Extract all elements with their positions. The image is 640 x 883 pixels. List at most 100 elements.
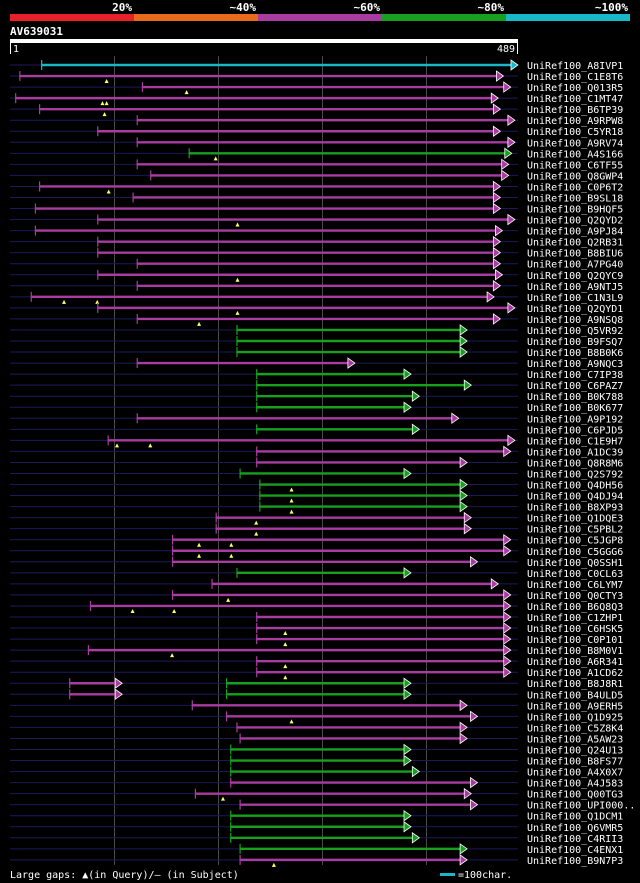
- hit-row[interactable]: UniRef100_Q1D925: [10, 710, 623, 724]
- hit-label[interactable]: UniRef100_UPI000..: [527, 801, 635, 812]
- hit-row[interactable]: UniRef100_B6TP39: [10, 103, 623, 117]
- hit-row[interactable]: UniRef100_B0K677: [10, 401, 623, 414]
- hit-row[interactable]: UniRef100_C1E8T6: [10, 70, 623, 84]
- hit-label[interactable]: UniRef100_C0CL63: [527, 569, 623, 580]
- hit-label[interactable]: UniRef100_B8XP93: [527, 503, 623, 514]
- hit-label[interactable]: UniRef100_Q0CTY3: [527, 591, 623, 602]
- hit-label[interactable]: UniRef100_A1DC39: [527, 447, 623, 458]
- hit-row[interactable]: UniRef100_B8B0K6: [10, 346, 623, 359]
- hit-label[interactable]: UniRef100_C6HSK5: [527, 624, 623, 635]
- hit-label[interactable]: UniRef100_B0K677: [527, 403, 623, 414]
- hit-label[interactable]: UniRef100_C1N3L9: [527, 293, 623, 304]
- hit-row[interactable]: UniRef100_A1CD62: [10, 666, 623, 680]
- hit-row[interactable]: UniRef100_A9RV74: [10, 136, 623, 149]
- hit-row[interactable]: UniRef100_A9PJ84: [10, 224, 623, 238]
- hit-row[interactable]: UniRef100_B8XP93: [10, 500, 623, 514]
- hit-label[interactable]: UniRef100_Q6VMR5: [527, 823, 623, 834]
- hit-label[interactable]: UniRef100_B9SL18: [527, 193, 623, 204]
- hit-row[interactable]: UniRef100_C1ZHP1: [10, 611, 623, 624]
- hit-row[interactable]: UniRef100_B8BIU6: [10, 246, 623, 260]
- hit-label[interactable]: UniRef100_Q1D925: [527, 712, 623, 723]
- hit-row[interactable]: UniRef100_A1DC39: [10, 445, 623, 458]
- hit-label[interactable]: UniRef100_Q2QYD1: [527, 304, 623, 315]
- hit-row[interactable]: UniRef100_C6PJD5: [10, 423, 623, 436]
- hit-label[interactable]: UniRef100_C0P101: [527, 635, 623, 646]
- hit-row[interactable]: UniRef100_A7PG40: [10, 257, 623, 271]
- hit-row[interactable]: UniRef100_Q0SSH1: [10, 556, 623, 569]
- hit-row[interactable]: UniRef100_A4J583: [10, 776, 623, 790]
- hit-row[interactable]: UniRef100_Q2RB31: [10, 235, 623, 249]
- hit-label[interactable]: UniRef100_A9ERH5: [527, 701, 623, 712]
- hit-row[interactable]: UniRef100_C1N3L9: [10, 291, 623, 304]
- hit-row[interactable]: UniRef100_A5AW23: [10, 732, 623, 745]
- hit-row[interactable]: UniRef100_Q4DH56: [10, 478, 623, 492]
- hit-label[interactable]: UniRef100_B8FS77: [527, 757, 623, 768]
- hit-label[interactable]: UniRef100_Q0SSH1: [527, 558, 623, 569]
- hit-label[interactable]: UniRef100_Q00TG3: [527, 790, 623, 801]
- hit-row[interactable]: UniRef100_Q8GWP4: [10, 169, 623, 182]
- hit-row[interactable]: UniRef100_C5YR18: [10, 125, 623, 138]
- hit-row[interactable]: UniRef100_B6Q8Q3: [10, 600, 623, 613]
- hit-row[interactable]: UniRef100_B8M0V1: [10, 644, 623, 658]
- hit-label[interactable]: UniRef100_C4RII3: [527, 834, 623, 845]
- hit-label[interactable]: UniRef100_C6PAZ7: [527, 381, 623, 392]
- hit-row[interactable]: UniRef100_Q0CTY3: [10, 589, 623, 602]
- hit-label[interactable]: UniRef100_C5JGP8: [527, 536, 623, 547]
- hit-row[interactable]: UniRef100_A8IVP1: [10, 59, 623, 72]
- hit-row[interactable]: UniRef100_Q5VR92: [10, 324, 623, 337]
- hit-row[interactable]: UniRef100_Q4DJ94: [10, 489, 623, 503]
- hit-row[interactable]: UniRef100_C0CL63: [10, 567, 623, 580]
- hit-row[interactable]: UniRef100_C5JGP8: [10, 533, 623, 547]
- hit-row[interactable]: UniRef100_B9FSQ7: [10, 335, 623, 348]
- hit-row[interactable]: UniRef100_B9SL18: [10, 191, 623, 204]
- hit-label[interactable]: UniRef100_B4ULD5: [527, 690, 623, 701]
- hit-row[interactable]: UniRef100_A4X0X7: [10, 765, 623, 779]
- hit-label[interactable]: UniRef100_C5YR18: [527, 127, 623, 138]
- hit-label[interactable]: UniRef100_B9HQF5: [527, 205, 623, 216]
- hit-label[interactable]: UniRef100_B8B0K6: [527, 348, 623, 359]
- hit-label[interactable]: UniRef100_C5Z8K4: [527, 723, 623, 734]
- hit-label[interactable]: UniRef100_C4ENX1: [527, 845, 623, 856]
- hit-row[interactable]: UniRef100_B8FS77: [10, 754, 623, 768]
- hit-label[interactable]: UniRef100_A6R341: [527, 657, 623, 668]
- hit-label[interactable]: UniRef100_C7IP38: [527, 370, 623, 381]
- hit-label[interactable]: UniRef100_Q8GWP4: [527, 171, 623, 182]
- hit-label[interactable]: UniRef100_B6TP39: [527, 105, 623, 116]
- hit-row[interactable]: UniRef100_A4S166: [10, 147, 623, 161]
- hit-label[interactable]: UniRef100_A4J583: [527, 779, 623, 790]
- hit-row[interactable]: UniRef100_C6TF55: [10, 158, 623, 171]
- hit-row[interactable]: UniRef100_Q1DCM1: [10, 809, 623, 823]
- hit-row[interactable]: UniRef100_Q2QYC9: [10, 268, 623, 282]
- hit-label[interactable]: UniRef100_C1E8T6: [527, 72, 623, 83]
- hit-row[interactable]: UniRef100_C5Z8K4: [10, 721, 623, 734]
- hit-label[interactable]: UniRef100_Q013R5: [527, 83, 623, 94]
- hit-label[interactable]: UniRef100_Q5VR92: [527, 326, 623, 337]
- hit-label[interactable]: UniRef100_C1ZHP1: [527, 613, 623, 624]
- hit-row[interactable]: UniRef100_C6HSK5: [10, 622, 623, 636]
- hit-row[interactable]: UniRef100_Q00TG3: [10, 787, 623, 801]
- hit-row[interactable]: UniRef100_C4ENX1: [10, 843, 623, 856]
- hit-row[interactable]: UniRef100_UPI000..: [10, 798, 635, 812]
- hit-row[interactable]: UniRef100_B9HQF5: [10, 202, 623, 216]
- hit-row[interactable]: UniRef100_A9P192: [10, 412, 623, 425]
- hit-label[interactable]: UniRef100_A1CD62: [527, 668, 623, 679]
- hit-row[interactable]: UniRef100_C5GGG6: [10, 544, 623, 558]
- hit-label[interactable]: UniRef100_A9NSQ8: [527, 315, 623, 326]
- hit-label[interactable]: UniRef100_B0K788: [527, 392, 623, 403]
- hit-row[interactable]: UniRef100_Q2QYD1: [10, 302, 623, 315]
- hit-label[interactable]: UniRef100_Q2S792: [527, 469, 623, 480]
- hit-row[interactable]: UniRef100_A9ERH5: [10, 699, 623, 712]
- hit-label[interactable]: UniRef100_Q8R8M6: [527, 458, 623, 469]
- hit-label[interactable]: UniRef100_A9RV74: [527, 138, 623, 149]
- hit-label[interactable]: UniRef100_C5PBL2: [527, 525, 623, 536]
- hit-label[interactable]: UniRef100_C6TF55: [527, 160, 623, 171]
- hit-row[interactable]: UniRef100_C4RII3: [10, 832, 623, 845]
- hit-label[interactable]: UniRef100_A9PJ84: [527, 227, 623, 238]
- hit-label[interactable]: UniRef100_Q4DH56: [527, 481, 623, 492]
- hit-row[interactable]: UniRef100_C1E9H7: [10, 434, 623, 448]
- hit-label[interactable]: UniRef100_B9FSQ7: [527, 337, 623, 348]
- hit-row[interactable]: UniRef100_C0P6T2: [10, 180, 623, 194]
- hit-label[interactable]: UniRef100_C1E9H7: [527, 436, 623, 447]
- hit-label[interactable]: UniRef100_A8IVP1: [527, 61, 623, 72]
- hit-label[interactable]: UniRef100_A9NTJ5: [527, 282, 623, 293]
